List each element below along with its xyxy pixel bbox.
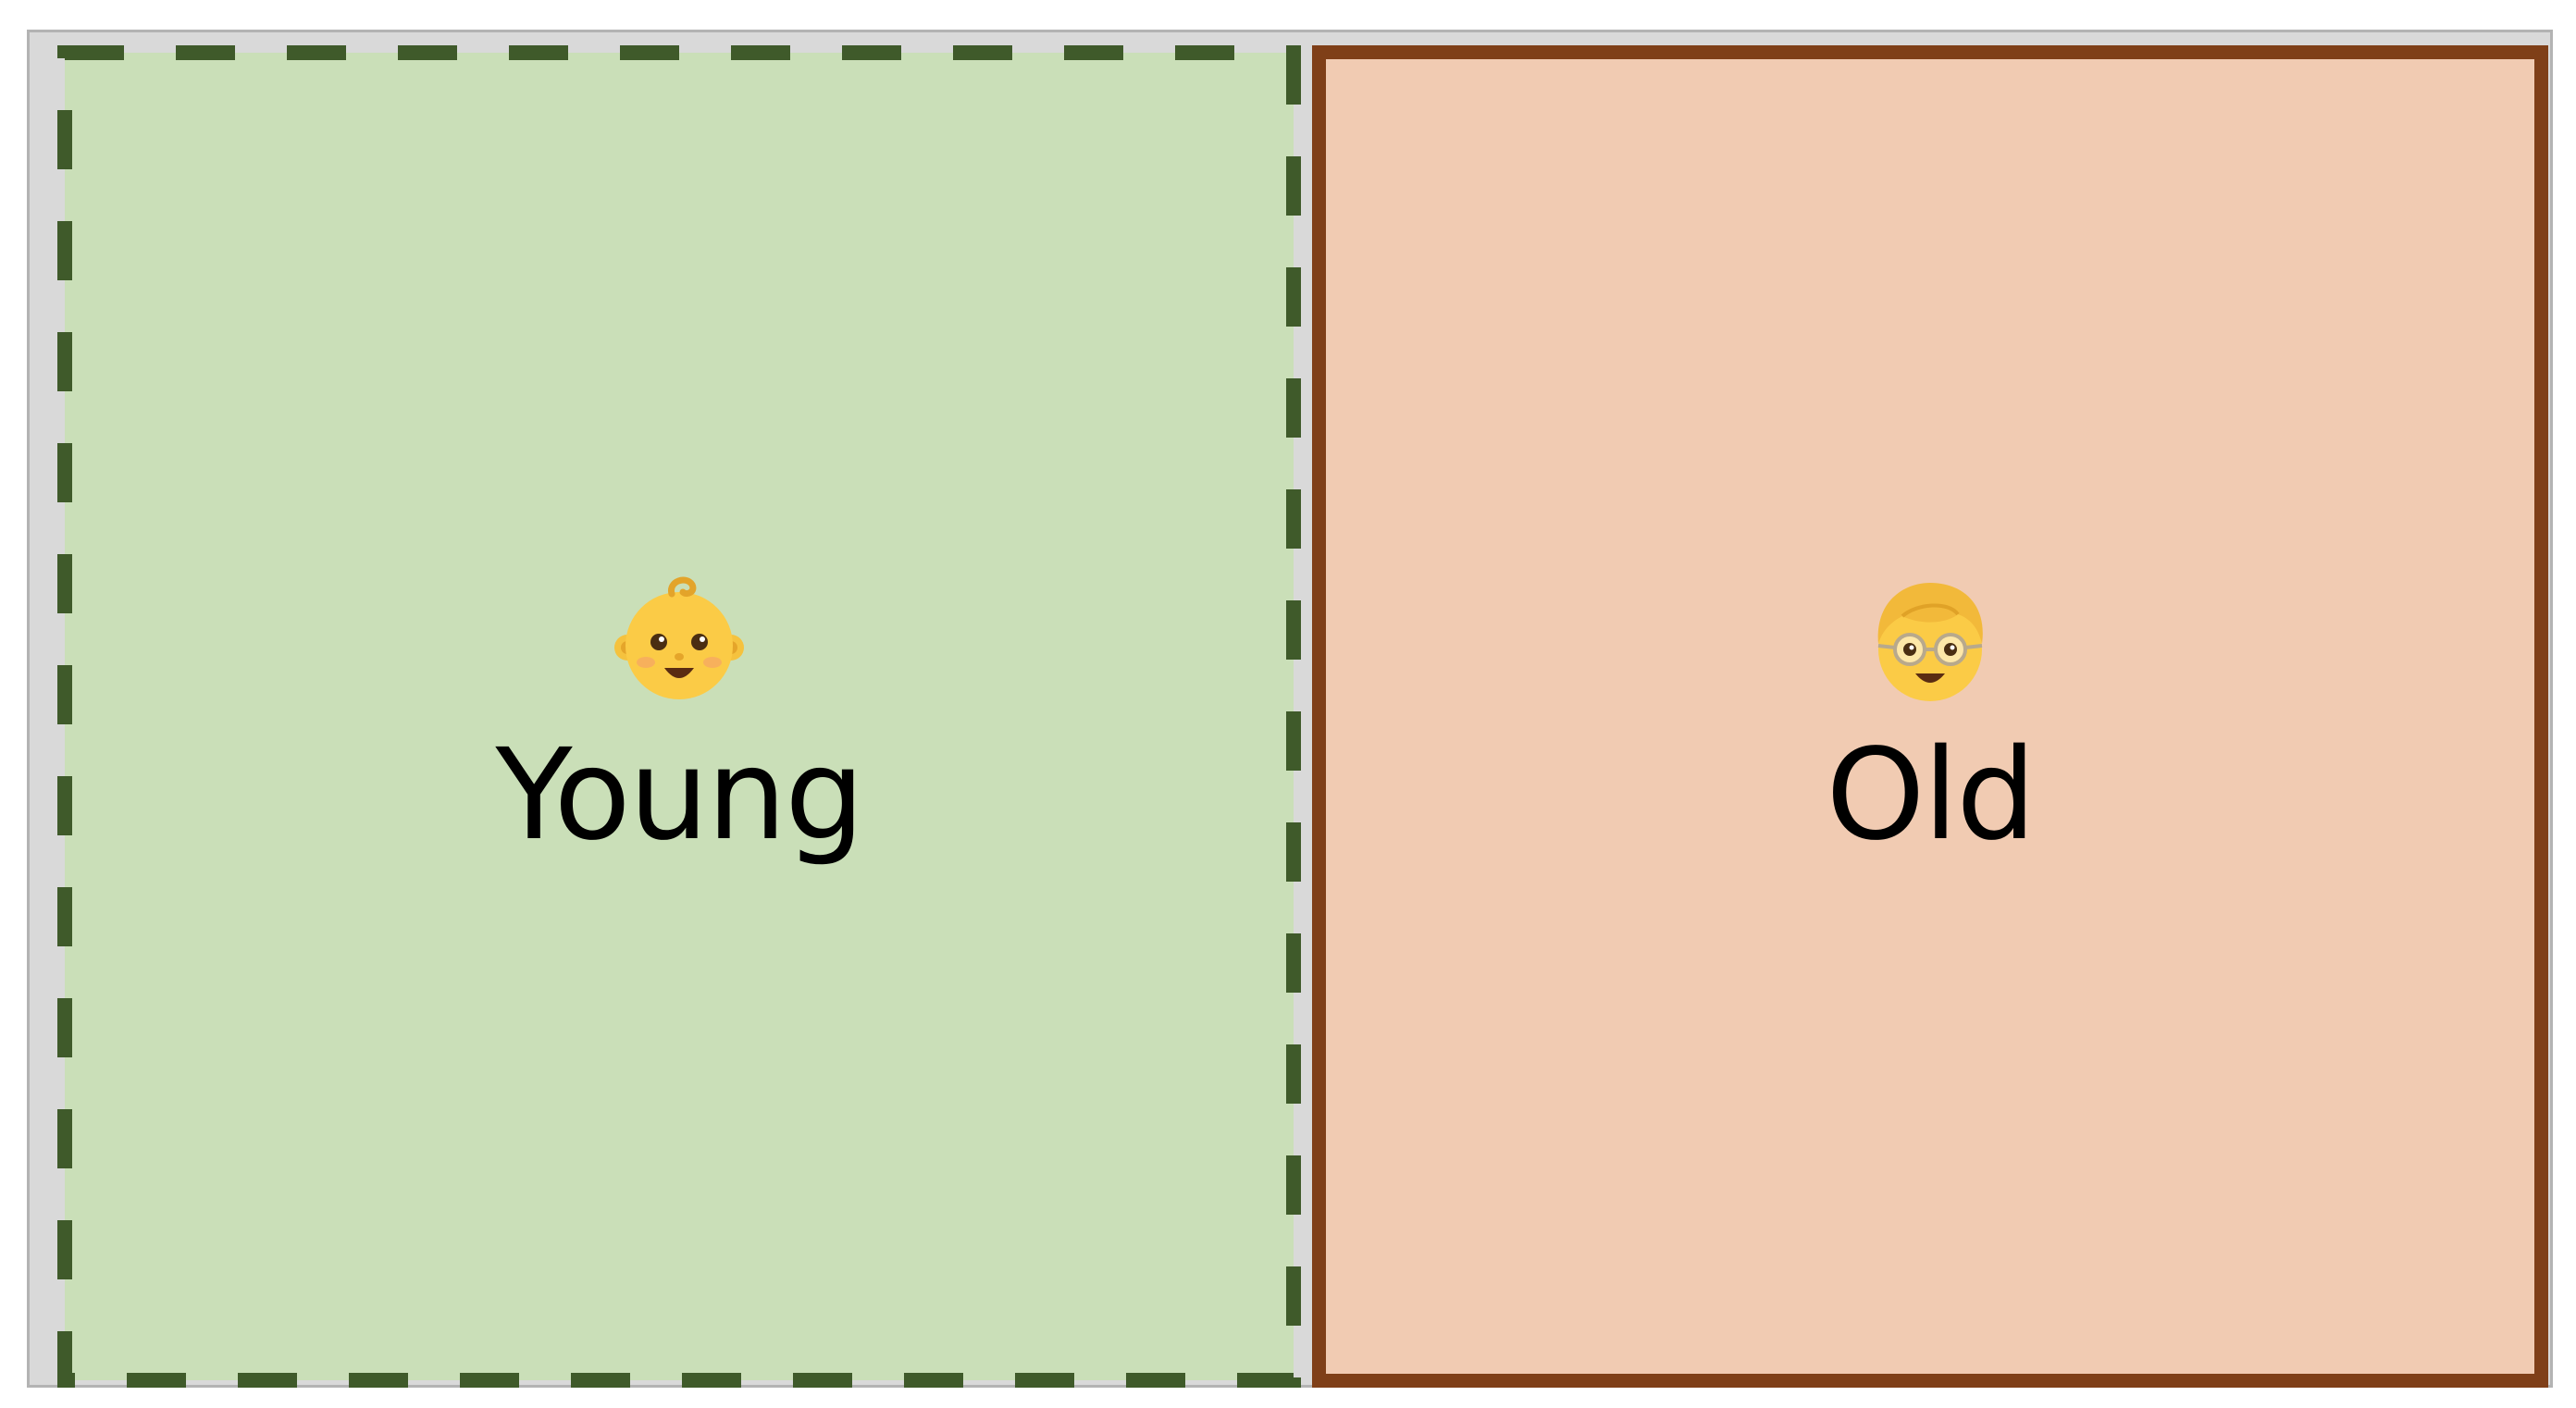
older-person-with-glasses-icon [1877,582,1983,701]
old-label: Old [1826,722,2036,869]
old-panel-content: Old [1326,59,2534,1374]
young-panel-border [57,45,1301,1388]
young-panel: Young [57,45,1301,1388]
baby-face-icon [614,576,744,699]
old-panel: Old [1312,45,2548,1388]
young-panel-content: Young [57,45,1301,1388]
young-label: Young [495,722,865,869]
comparison-frame: Young [27,30,2553,1388]
